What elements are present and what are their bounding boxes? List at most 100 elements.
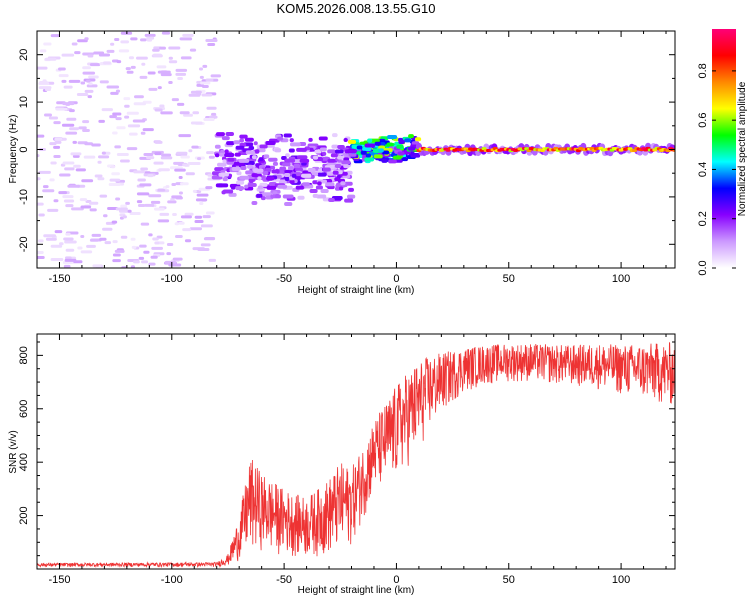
spectrogram-cell	[289, 142, 301, 147]
spectrogram-cell	[58, 191, 68, 195]
spectrogram-cell	[91, 233, 102, 237]
spectrogram-cell	[336, 155, 345, 160]
spectrogram-cells	[37, 31, 675, 268]
spectrogram-cell	[65, 204, 74, 208]
spectrogram-cell	[295, 167, 304, 172]
spectrogram-cell	[331, 144, 339, 149]
spectrogram-cell	[176, 151, 188, 155]
spectrogram-cell	[53, 121, 61, 125]
spectrogram-cell	[114, 145, 121, 149]
spectrogram-cell	[44, 88, 52, 92]
spectrogram-cell	[221, 136, 230, 141]
spectrogram-cell	[373, 154, 383, 159]
spectrogram-cell	[148, 262, 156, 266]
spectrogram-cell	[337, 145, 345, 150]
spectrogram-cell	[64, 240, 77, 244]
spectrogram-cell	[124, 104, 130, 108]
spectrogram-cell	[97, 160, 102, 164]
spectrogram-cell	[253, 168, 264, 173]
spectrogram-cell	[50, 161, 57, 165]
spectrogram-cell	[182, 33, 194, 37]
spectrogram-cell	[236, 180, 245, 185]
spectrogram-cell	[178, 175, 183, 179]
spectrogram-cell	[298, 142, 307, 147]
spectrogram-cell	[98, 53, 111, 57]
spectrogram-cell	[159, 104, 165, 108]
spectrogram-cell	[154, 241, 160, 245]
spectrogram-cell	[171, 195, 182, 199]
spectrogram-cell	[65, 131, 78, 135]
spectrogram-cell	[50, 34, 60, 38]
spectrogram-cell	[141, 62, 146, 66]
spectrogram-cell	[271, 169, 280, 174]
spectrogram-cell	[74, 51, 81, 55]
spectrogram-cell	[132, 119, 146, 123]
spectrogram-cell	[199, 202, 204, 206]
spectrogram-cell	[299, 158, 310, 163]
spectrogram-cell	[388, 159, 397, 164]
spectrogram-cell	[84, 89, 94, 93]
spectrogram-cell	[61, 123, 75, 127]
snr-y-tick-label: 400	[18, 453, 30, 471]
spectrogram-cell	[151, 246, 163, 250]
spectrogram-cell	[125, 67, 131, 71]
spectrogram-cell	[129, 132, 138, 136]
spectrogram-cell	[334, 186, 341, 191]
spectrogram-cell	[103, 61, 111, 65]
spectrogram-cell	[81, 179, 94, 183]
spectrogram-cell	[347, 139, 357, 144]
spectrogram-cell	[79, 198, 88, 202]
spectrogram-cell	[284, 202, 293, 207]
spectrogram-cell	[160, 73, 172, 77]
spectrogram-cell	[209, 115, 218, 119]
colorbar-tick-label: 0.6	[697, 113, 709, 128]
spectrogram-cell	[143, 152, 154, 156]
spectrogram-cell	[144, 33, 156, 37]
spectrogram-cell	[87, 95, 92, 99]
spectrogram-cell	[287, 166, 294, 171]
spectrogram-cell	[94, 174, 103, 178]
spectrogram-cell	[63, 199, 75, 203]
spectrogram-cell	[192, 189, 197, 193]
spectrogram-cell	[126, 111, 139, 115]
spectrogram-cell	[201, 93, 213, 97]
spectrogram-cell	[157, 219, 170, 223]
spectrogram-cell	[143, 250, 150, 254]
spectrogram-x-tick-label: 50	[503, 273, 515, 285]
colorbar-ticks: 0.0 0.2 0.4 0.6 0.8	[697, 63, 736, 276]
spectrogram-cell	[219, 152, 225, 157]
snr-x-tick-label: -50	[276, 574, 292, 586]
spectrogram-cell	[239, 175, 250, 180]
snr-y-label: SNR (v/v)	[8, 430, 19, 473]
spectrogram-cell	[112, 112, 122, 116]
spectrogram-cell	[171, 182, 177, 186]
spectrogram-cell	[325, 182, 335, 187]
spectrogram-cell	[137, 178, 146, 182]
spectrogram-cell	[110, 42, 115, 46]
spectrogram-cell	[296, 155, 308, 160]
spectrogram-cell	[222, 189, 234, 194]
spectrogram-cell	[401, 157, 409, 162]
spectrogram-cell	[260, 196, 266, 201]
spectrogram-cell	[233, 140, 241, 145]
spectrogram-cell	[42, 79, 47, 83]
spectrogram-cell	[346, 149, 357, 154]
spectrogram-cell	[37, 202, 44, 206]
spectrogram-cell	[80, 205, 92, 209]
spectrogram-cell	[225, 131, 235, 136]
spectrogram-cell	[251, 155, 257, 160]
spectrogram-cell	[364, 157, 375, 162]
spectrogram-cell	[362, 147, 372, 152]
spectrogram-cell	[205, 211, 215, 215]
spectrogram-cell	[288, 148, 295, 153]
spectrogram-cell	[80, 81, 86, 85]
spectrogram-cell	[112, 131, 118, 135]
spectrogram-cell	[168, 60, 178, 64]
snr-frame	[36, 333, 676, 570]
spectrogram-cell	[364, 143, 376, 148]
spectrogram-cell	[54, 140, 62, 144]
spectrogram-cell	[140, 38, 147, 42]
spectrogram-cell	[327, 171, 334, 176]
spectrogram-cell	[37, 177, 41, 181]
spectrogram-cell	[101, 108, 113, 112]
